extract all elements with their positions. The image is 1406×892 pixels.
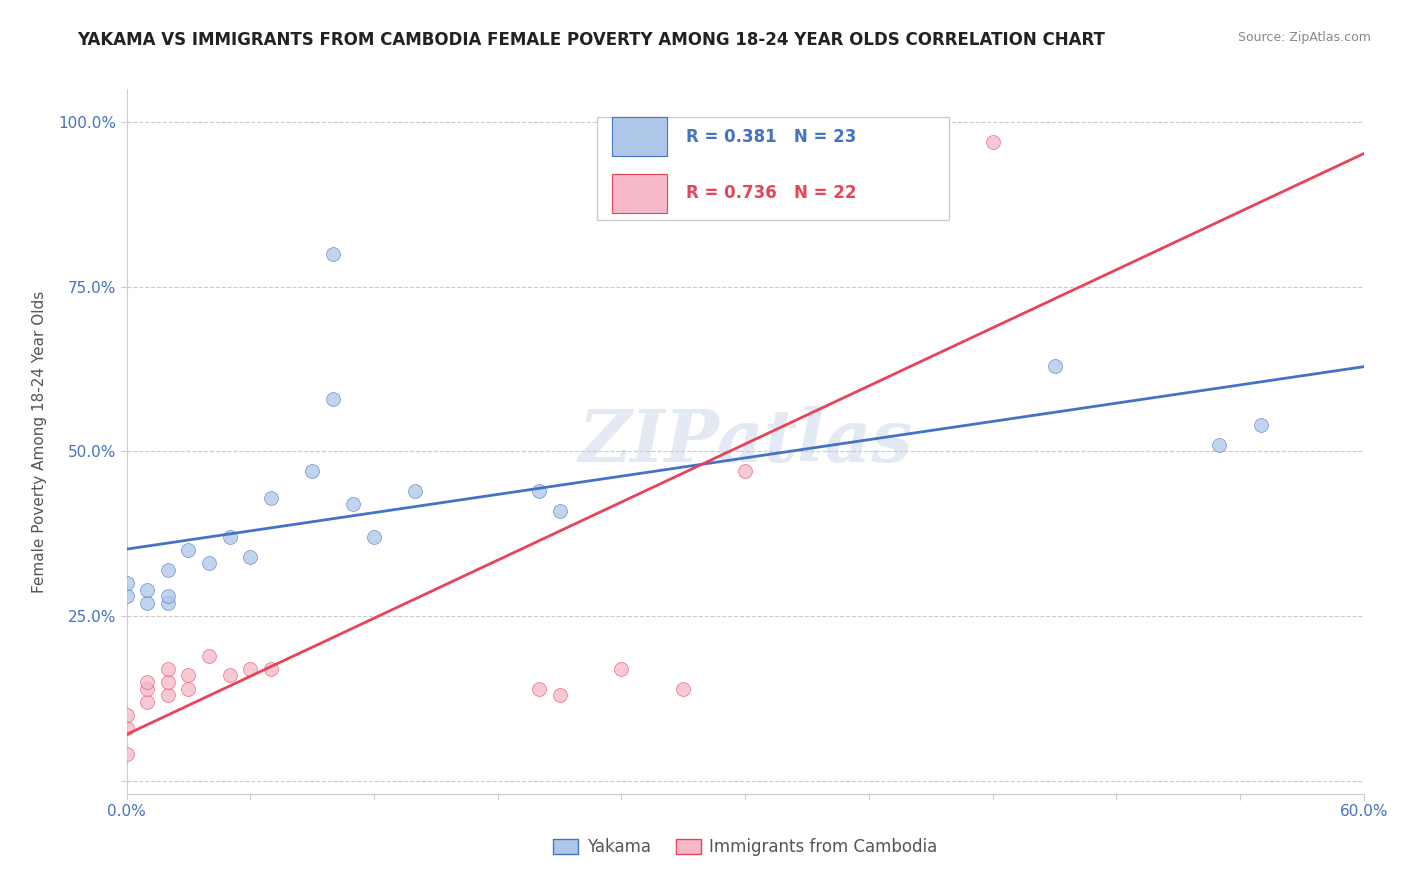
Point xyxy=(734,464,756,478)
Text: YAKAMA VS IMMIGRANTS FROM CAMBODIA FEMALE POVERTY AMONG 18-24 YEAR OLDS CORRELAT: YAKAMA VS IMMIGRANTS FROM CAMBODIA FEMAL… xyxy=(77,31,1105,49)
Point xyxy=(115,721,138,735)
FancyBboxPatch shape xyxy=(596,118,949,219)
Point xyxy=(136,681,159,696)
Point xyxy=(404,483,426,498)
Text: Source: ZipAtlas.com: Source: ZipAtlas.com xyxy=(1237,31,1371,45)
Point xyxy=(548,504,571,518)
Legend: Yakama, Immigrants from Cambodia: Yakama, Immigrants from Cambodia xyxy=(547,831,943,863)
Point xyxy=(218,530,240,544)
Point xyxy=(115,747,138,762)
Point xyxy=(115,707,138,722)
Point xyxy=(260,662,283,676)
Point xyxy=(239,549,262,564)
Point xyxy=(136,596,159,610)
Point xyxy=(301,464,323,478)
Point xyxy=(177,681,200,696)
Point xyxy=(1250,418,1272,433)
Point xyxy=(260,491,283,505)
Point xyxy=(548,688,571,702)
Point xyxy=(177,668,200,682)
Point xyxy=(198,557,221,571)
Point xyxy=(322,247,344,261)
Bar xyxy=(612,118,668,156)
Point xyxy=(156,662,179,676)
Point xyxy=(136,695,159,709)
Point xyxy=(322,392,344,406)
Point xyxy=(156,563,179,577)
Point xyxy=(177,543,200,558)
Point xyxy=(156,688,179,702)
Point xyxy=(527,681,550,696)
Text: ZIPatlas: ZIPatlas xyxy=(578,406,912,477)
Point xyxy=(610,662,633,676)
Point xyxy=(981,135,1004,149)
Point xyxy=(672,681,695,696)
Point xyxy=(136,582,159,597)
Y-axis label: Female Poverty Among 18-24 Year Olds: Female Poverty Among 18-24 Year Olds xyxy=(32,291,46,592)
Text: R = 0.381   N = 23: R = 0.381 N = 23 xyxy=(686,128,856,145)
Point xyxy=(115,590,138,604)
Point xyxy=(115,576,138,591)
Point xyxy=(156,590,179,604)
Point xyxy=(198,648,221,663)
Point xyxy=(239,662,262,676)
Point xyxy=(363,530,385,544)
Point xyxy=(898,135,921,149)
Text: R = 0.736   N = 22: R = 0.736 N = 22 xyxy=(686,184,856,202)
Bar xyxy=(612,174,668,212)
Point xyxy=(218,668,240,682)
Point xyxy=(1208,438,1230,452)
Point xyxy=(527,483,550,498)
Point xyxy=(156,596,179,610)
Point xyxy=(156,674,179,689)
Point xyxy=(342,497,364,511)
Point xyxy=(1043,359,1066,373)
Point xyxy=(136,674,159,689)
